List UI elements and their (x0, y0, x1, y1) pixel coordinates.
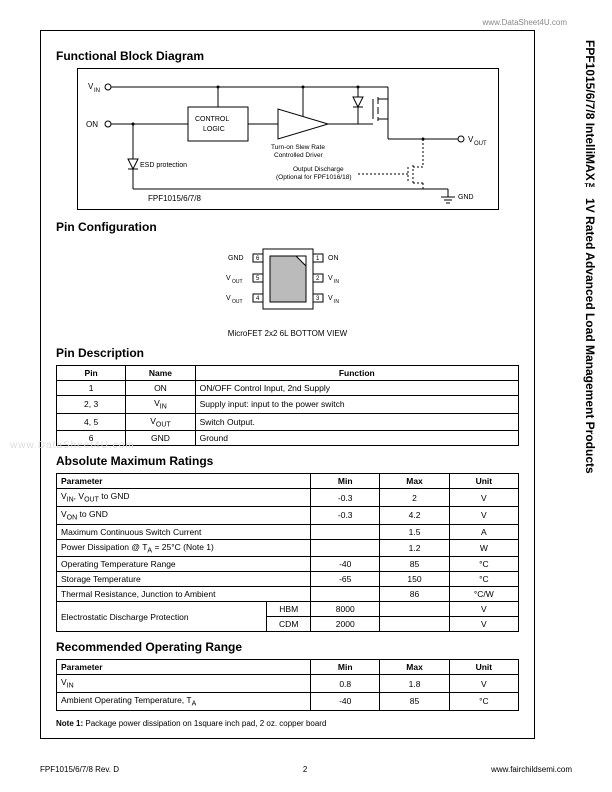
svg-text:GND: GND (458, 194, 474, 201)
footer-page-number: 2 (303, 765, 307, 774)
svg-text:CONTROL: CONTROL (195, 116, 229, 123)
svg-text:6: 6 (256, 256, 260, 262)
svg-text:OUT: OUT (474, 141, 487, 147)
svg-text:V: V (328, 295, 333, 302)
table-row: Storage Temperature-65150°C (57, 572, 519, 587)
svg-text:3: 3 (316, 296, 320, 302)
heading-pin-config: Pin Configuration (56, 220, 519, 234)
svg-text:1: 1 (316, 256, 320, 262)
svg-text:IN: IN (334, 279, 339, 285)
side-title: FPF1015/6/7/8 IntelliMAX™ 1V Rated Advan… (583, 40, 597, 474)
svg-text:(Optional for FPF1016/18): (Optional for FPF1016/18) (276, 174, 352, 181)
svg-text:Output Discharge: Output Discharge (293, 166, 344, 173)
rec-op-table: Parameter Min Max Unit VIN0.81.8V Ambien… (56, 659, 519, 710)
svg-text:IN: IN (94, 88, 100, 94)
svg-text:FPF1015/6/7/8: FPF1015/6/7/8 (148, 194, 201, 203)
svg-text:2: 2 (316, 276, 320, 282)
table-row: Maximum Continuous Switch Current1.5A (57, 524, 519, 539)
table-row: 4, 5VOUTSwitch Output. (57, 413, 519, 431)
svg-text:GND: GND (228, 255, 244, 262)
svg-text:LOGIC: LOGIC (203, 126, 225, 133)
footer-left: FPF1015/6/7/8 Rev. D (40, 765, 119, 774)
svg-text:IN: IN (334, 299, 339, 305)
th-function: Function (195, 366, 518, 381)
table-row: VIN0.81.8V (57, 675, 519, 693)
pin-config-diagram: 6 5 4 1 2 3 GND VOUT VOUT ON VIN VIN Mic… (188, 239, 388, 338)
table-row: 2, 3VINSupply input: input to the power … (57, 396, 519, 414)
table-row: 1ONON/OFF Control Input, 2nd Supply (57, 381, 519, 396)
heading-block-diagram: Functional Block Diagram (56, 49, 519, 63)
th-pin: Pin (57, 366, 126, 381)
heading-rec-op: Recommended Operating Range (56, 640, 519, 654)
heading-pin-desc: Pin Description (56, 346, 519, 360)
table-row: Thermal Resistance, Junction to Ambient8… (57, 587, 519, 602)
svg-text:ESD protection: ESD protection (140, 162, 187, 169)
table-row: Operating Temperature Range-4085°C (57, 557, 519, 572)
svg-text:ON: ON (86, 120, 98, 129)
pin-config-caption: MicroFET 2x2 6L BOTTOM VIEW (188, 329, 388, 338)
note-1: Note 1: Package power dissipation on 1sq… (56, 719, 519, 728)
svg-text:ON: ON (328, 255, 339, 262)
functional-block-diagram: VIN ON ESD protection CONTROL LOGIC (77, 68, 499, 210)
content-box: Functional Block Diagram VIN ON ESD prot… (40, 30, 535, 739)
table-row: Power Dissipation @ TA = 25°C (Note 1)1.… (57, 539, 519, 557)
svg-text:V: V (226, 295, 231, 302)
url-top: www.DataSheet4U.com (483, 18, 567, 27)
heading-abs-max: Absolute Maximum Ratings (56, 454, 519, 468)
svg-text:Controlled Driver: Controlled Driver (274, 152, 324, 159)
svg-text:4: 4 (256, 296, 260, 302)
table-row: Ambient Operating Temperature, TA-4085°C (57, 693, 519, 711)
svg-text:OUT: OUT (232, 279, 243, 285)
svg-text:Turn-on Slew Rate: Turn-on Slew Rate (271, 144, 325, 151)
watermark: www.DataSheet4U.com (10, 440, 135, 451)
svg-text:V: V (328, 275, 333, 282)
table-row: VON to GND-0.34.2V (57, 507, 519, 525)
page-footer: FPF1015/6/7/8 Rev. D 2 www.fairchildsemi… (40, 765, 572, 774)
table-row: Electrostatic Discharge ProtectionHBM800… (57, 602, 519, 617)
pin-description-table: Pin Name Function 1ONON/OFF Control Inpu… (56, 365, 519, 446)
footer-right: www.fairchildsemi.com (491, 765, 572, 774)
svg-text:V: V (226, 275, 231, 282)
svg-text:5: 5 (256, 276, 260, 282)
table-row: VIN, VOUT to GND-0.32V (57, 489, 519, 507)
svg-text:OUT: OUT (232, 299, 243, 305)
th-name: Name (126, 366, 195, 381)
abs-max-table: Parameter Min Max Unit VIN, VOUT to GND-… (56, 473, 519, 632)
